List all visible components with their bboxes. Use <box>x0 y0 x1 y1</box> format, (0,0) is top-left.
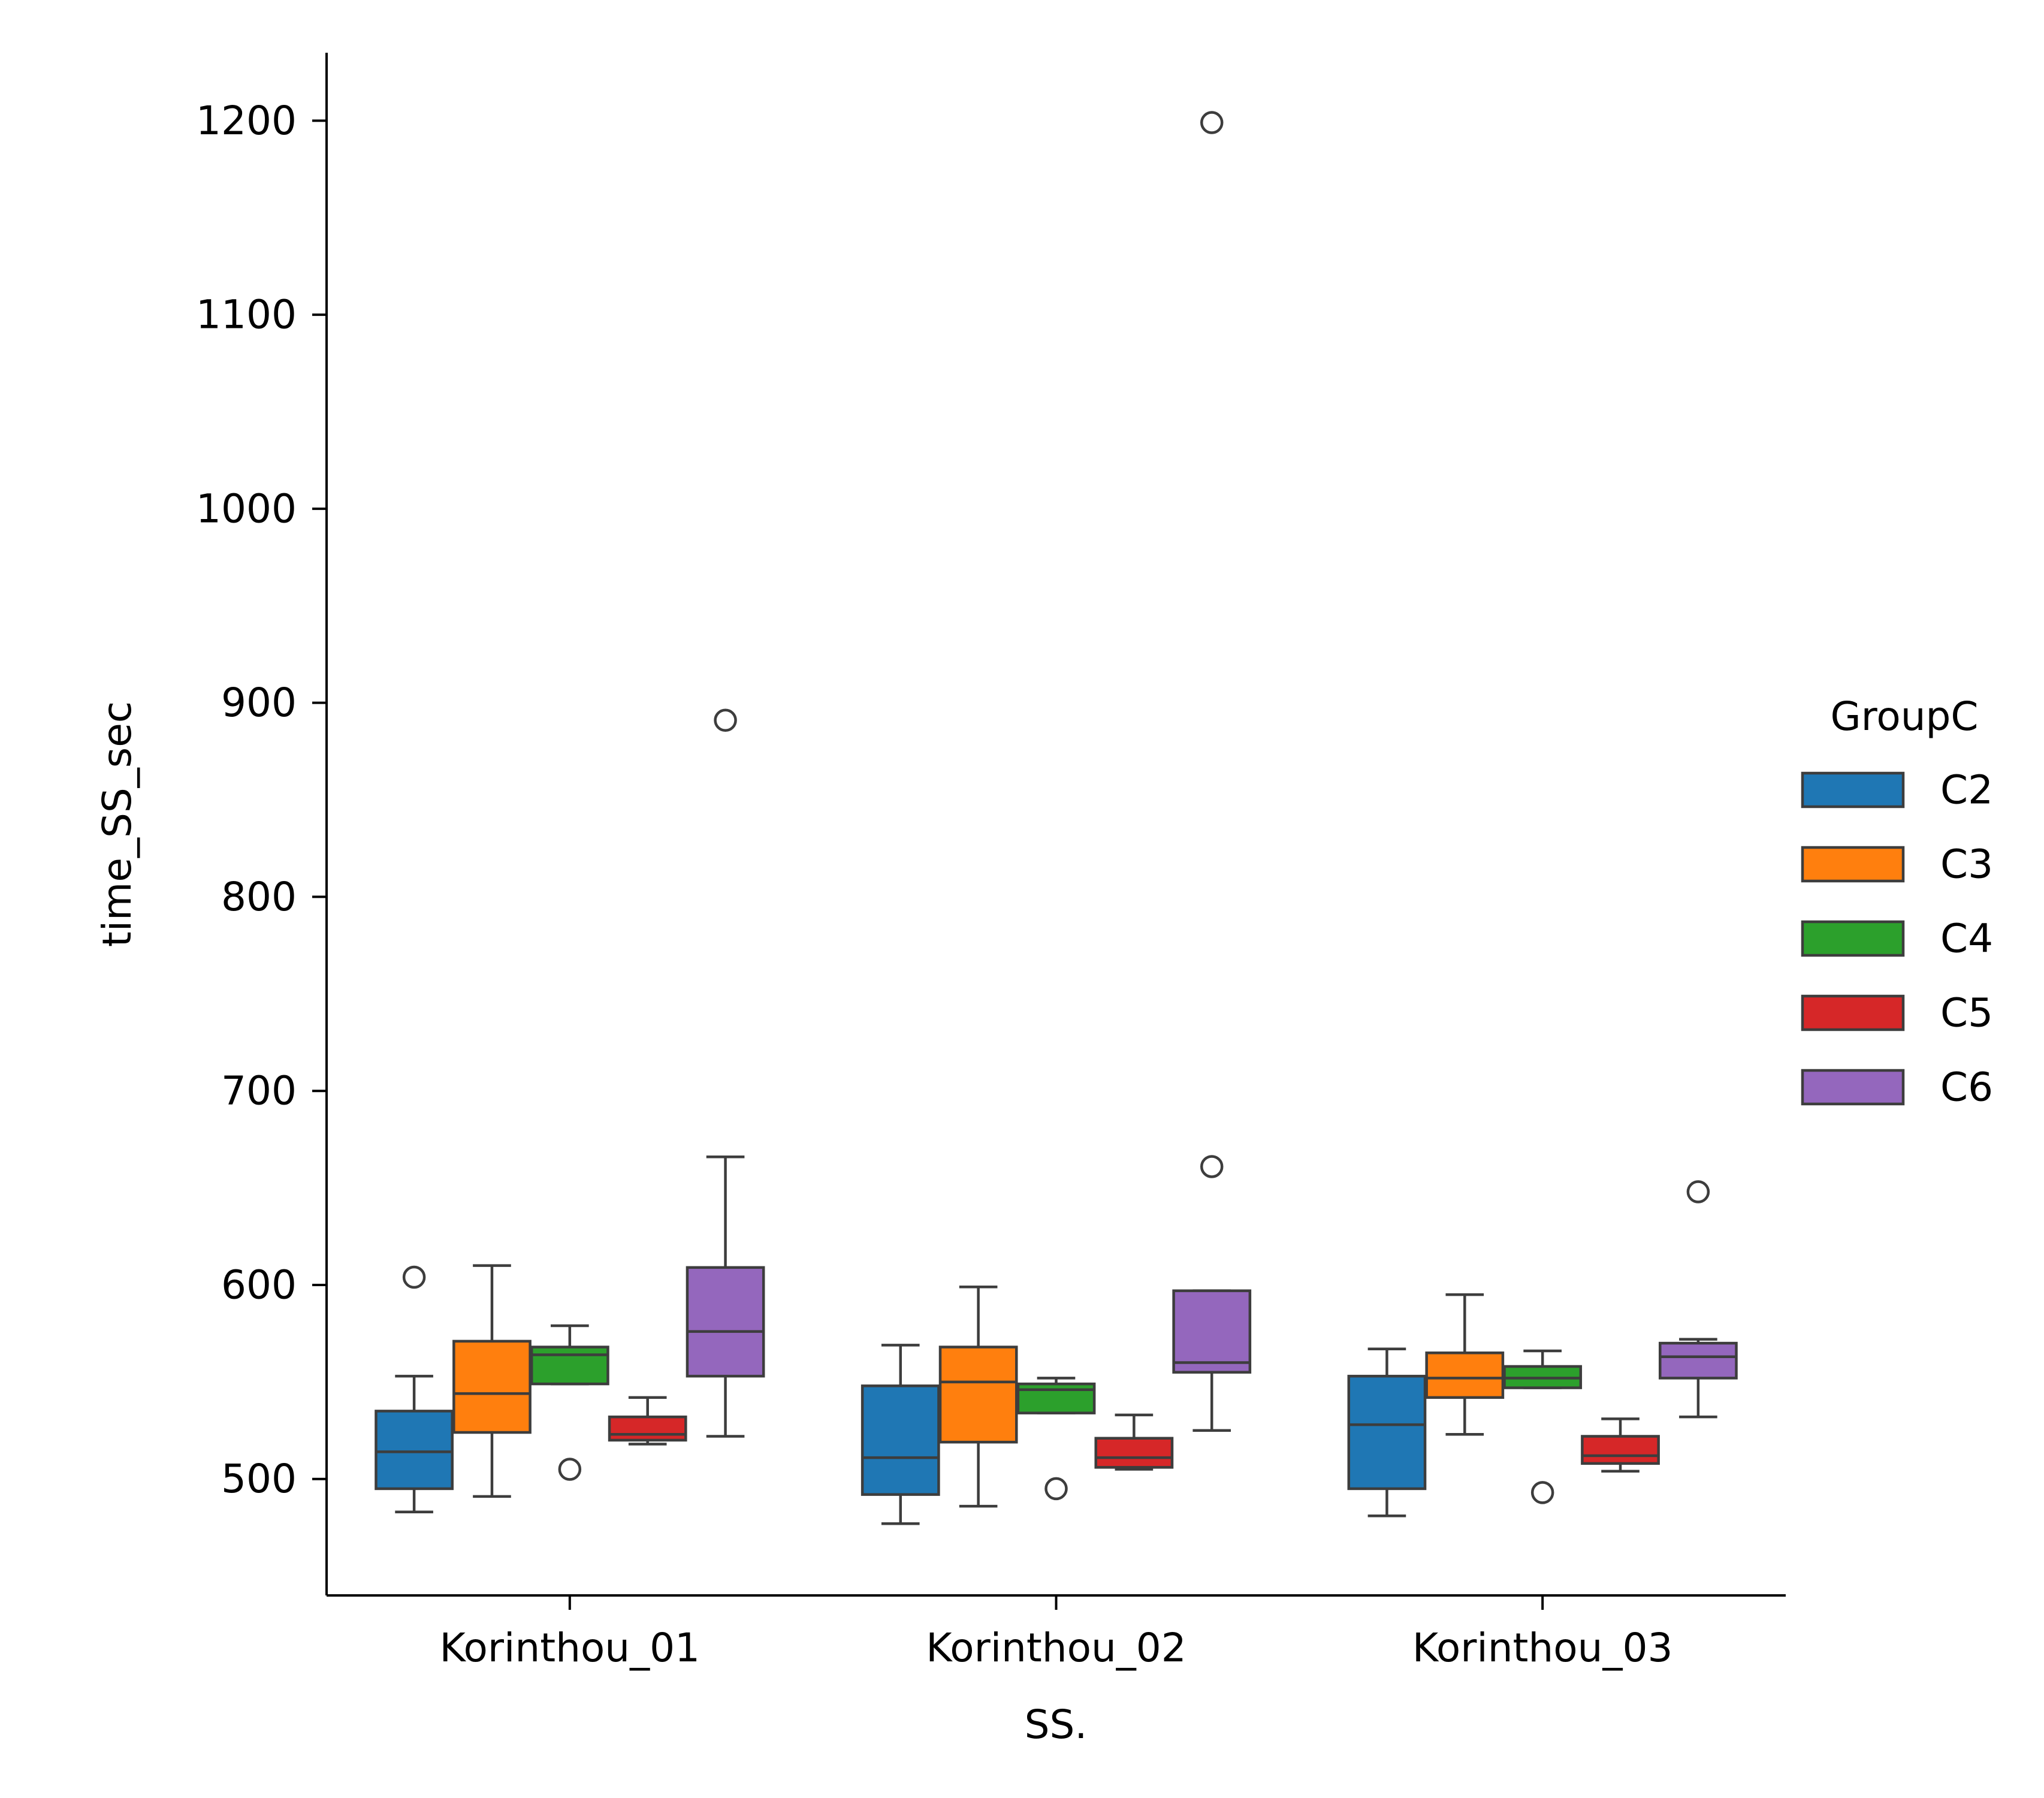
plot-area <box>375 111 1738 1525</box>
outlier-point <box>558 1458 582 1481</box>
box-iqr <box>1172 1289 1252 1374</box>
outlier-point <box>402 1265 426 1289</box>
legend-title: GroupC <box>1830 693 1978 740</box>
y-tick-label: 800 <box>221 874 297 920</box>
legend: GroupC C2 C3 C4 C5 C6 <box>1801 693 1993 1111</box>
y-tick-label: 900 <box>221 680 297 726</box>
outlier-point <box>714 708 737 732</box>
box-C6-Korinthou_03 <box>1659 1180 1738 1419</box>
legend-swatch <box>1801 994 1905 1031</box>
y-ticks: 500 600 700 800 900 1000 1100 1200 <box>196 98 327 1502</box>
legend-swatch <box>1801 846 1905 883</box>
box-C2-Korinthou_03 <box>1347 1347 1427 1518</box>
box-iqr <box>375 1410 454 1491</box>
box-C6-Korinthou_02 <box>1172 111 1252 1432</box>
x-tick-label: Korinthou_02 <box>926 1625 1186 1671</box>
box-C3-Korinthou_03 <box>1425 1293 1505 1436</box>
legend-items: C2 C3 C4 C5 C6 <box>1801 767 1993 1111</box>
outlier-point <box>1200 1155 1224 1178</box>
x-ticks: Korinthou_01 Korinthou_02 Korinthou_03 <box>440 1595 1673 1671</box>
box-iqr <box>1659 1341 1738 1380</box>
box-C2-Korinthou_01 <box>375 1265 454 1514</box>
box-iqr <box>1425 1351 1505 1399</box>
legend-item-C4: C4 <box>1801 916 1993 962</box>
legend-label: C5 <box>1940 990 1993 1036</box>
box-iqr <box>452 1340 532 1434</box>
box-C4-Korinthou_02 <box>1016 1377 1096 1501</box>
y-tick-label: 1200 <box>196 98 297 144</box>
box-C2-Korinthou_02 <box>861 1344 940 1525</box>
box-C5-Korinthou_03 <box>1581 1417 1660 1473</box>
legend-label: C2 <box>1940 767 1993 813</box>
legend-swatch <box>1801 1069 1905 1106</box>
y-tick-label: 500 <box>221 1456 297 1502</box>
y-tick-label: 1100 <box>196 292 297 338</box>
box-iqr <box>938 1346 1018 1444</box>
box-iqr <box>1581 1435 1660 1465</box>
box-iqr <box>530 1346 609 1386</box>
box-iqr <box>1016 1382 1096 1414</box>
legend-item-C2: C2 <box>1801 767 1993 813</box>
box-iqr <box>1347 1374 1427 1491</box>
outlier-point <box>1200 111 1224 134</box>
y-tick-label: 600 <box>221 1262 297 1308</box>
box-C5-Korinthou_02 <box>1094 1413 1174 1471</box>
legend-item-C5: C5 <box>1801 990 1993 1036</box>
legend-item-C6: C6 <box>1801 1064 1993 1111</box>
outlier-point <box>1044 1477 1068 1501</box>
box-iqr <box>861 1384 940 1496</box>
box-iqr <box>1094 1437 1174 1469</box>
legend-label: C3 <box>1940 841 1993 888</box>
legend-label: C6 <box>1940 1064 1993 1111</box>
x-tick-label: Korinthou_03 <box>1412 1625 1673 1671</box>
box-C3-Korinthou_01 <box>452 1264 532 1498</box>
x-tick-label: Korinthou_01 <box>440 1625 701 1671</box>
box-C4-Korinthou_03 <box>1503 1349 1583 1504</box>
box-iqr <box>686 1266 765 1378</box>
box-iqr <box>608 1415 687 1442</box>
box-C6-Korinthou_01 <box>686 708 765 1438</box>
y-tick-label: 1000 <box>196 485 297 532</box>
legend-swatch <box>1801 920 1905 957</box>
box-C3-Korinthou_02 <box>938 1285 1018 1508</box>
outlier-point <box>1530 1481 1554 1504</box>
x-axis-label: SS. <box>1025 1702 1088 1748</box>
y-axis-label: time_SS_sec <box>94 701 140 947</box>
box-C5-Korinthou_01 <box>608 1396 687 1446</box>
outlier-point <box>1686 1180 1710 1203</box>
legend-item-C3: C3 <box>1801 841 1993 888</box>
box-C4-Korinthou_01 <box>530 1324 609 1481</box>
legend-swatch <box>1801 771 1905 809</box>
y-tick-label: 700 <box>221 1068 297 1114</box>
legend-label: C4 <box>1940 916 1993 962</box>
